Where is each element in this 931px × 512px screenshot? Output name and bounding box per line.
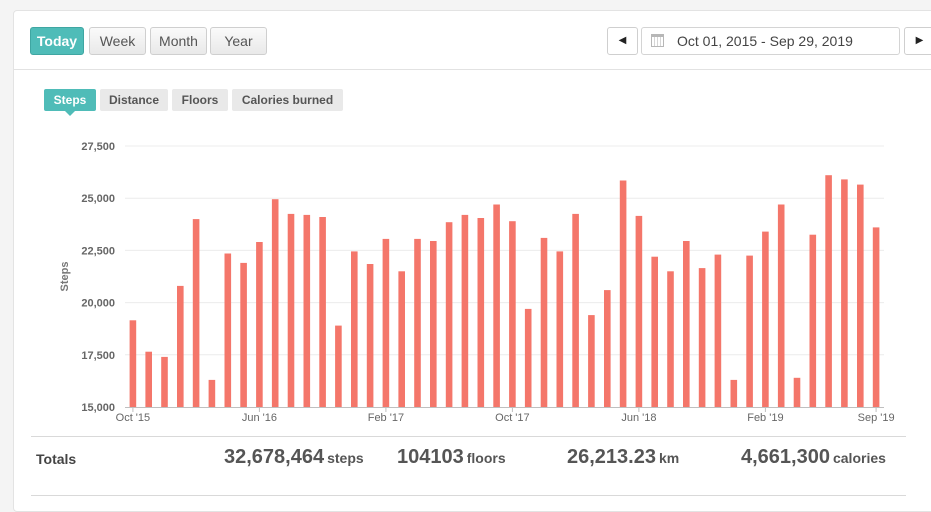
range-month-button[interactable]: Month [150, 27, 207, 55]
toolbar: Today Week Month Year ◀ Oct 01, 2015 - S… [14, 11, 931, 70]
bar [683, 241, 690, 407]
bar [398, 271, 405, 407]
triangle-left-icon: ◀ [618, 35, 627, 46]
bar [477, 218, 485, 407]
x-tick-label: Oct '17 [495, 412, 530, 424]
bar [445, 222, 453, 407]
bar [730, 379, 738, 407]
steps-bar-chart: 15,000 17,500 20,000 22,500 25,000 27,500 Step… [59, 141, 895, 424]
bar [556, 251, 564, 407]
y-tick-label: 17,500 [81, 350, 115, 362]
bar [240, 262, 247, 407]
bar [572, 213, 579, 407]
y-tick-label: 25,000 [81, 193, 115, 205]
bar [777, 204, 785, 407]
total-steps-value: 32,678,464 [224, 446, 325, 468]
totals-top-divider [31, 436, 906, 437]
x-tick-label: Oct '15 [116, 412, 151, 424]
bar [588, 315, 595, 407]
total-floors: 104103 floors [397, 446, 506, 469]
bar [698, 268, 706, 407]
x-tick-label: Sep '19 [858, 412, 895, 424]
bar [714, 254, 722, 407]
bar [825, 175, 832, 407]
y-tick-label: 15,000 [81, 402, 115, 414]
total-calories-value: 4,661,300 [741, 446, 830, 468]
bar [382, 238, 390, 407]
bar [208, 379, 216, 407]
bar [256, 242, 263, 407]
bar [841, 179, 848, 407]
bar [145, 351, 152, 407]
bar [351, 251, 358, 407]
next-period-button[interactable]: ▶ [904, 27, 931, 55]
range-today-button[interactable]: Today [30, 27, 84, 55]
total-distance-unit: km [658, 450, 680, 466]
bar [635, 215, 643, 407]
total-steps-unit: steps [327, 450, 364, 466]
tab-floors[interactable]: Floors [172, 89, 228, 111]
y-tick-label: 22,500 [81, 245, 115, 257]
total-floors-unit: floors [466, 450, 506, 466]
bar [366, 264, 374, 407]
bar [540, 237, 548, 407]
previous-period-button[interactable]: ◀ [607, 27, 638, 55]
y-tick-label: 20,000 [81, 298, 115, 310]
bar [192, 219, 200, 407]
range-week-button[interactable]: Week [89, 27, 146, 55]
bar [319, 217, 326, 407]
bar [161, 356, 168, 407]
bar [667, 271, 674, 407]
bar [762, 231, 769, 407]
triangle-right-icon: ▶ [915, 35, 924, 46]
bar [857, 184, 864, 407]
x-tick-label: Feb '17 [368, 412, 404, 424]
x-tick-label: Feb '19 [747, 412, 783, 424]
bar [651, 256, 658, 407]
bar [746, 255, 753, 407]
bar [271, 199, 279, 407]
date-range-text: Oct 01, 2015 - Sep 29, 2019 [677, 33, 853, 49]
bar [129, 320, 137, 407]
bar [619, 180, 627, 407]
bar [793, 377, 801, 407]
bar [524, 308, 532, 407]
y-axis-title: Steps [59, 262, 71, 292]
x-tick-label: Jun '16 [242, 412, 277, 424]
bar [809, 234, 817, 407]
range-year-button[interactable]: Year [210, 27, 267, 55]
calendar-icon [651, 34, 664, 47]
bar [461, 214, 469, 407]
total-distance-value: 26,213.23 [567, 446, 656, 468]
bar [872, 227, 880, 407]
bar [335, 325, 342, 407]
total-distance: 26,213.23 km [567, 446, 679, 469]
bar [509, 221, 516, 407]
bar [493, 204, 500, 407]
tab-steps[interactable]: Steps [44, 89, 96, 116]
total-floors-value: 104103 [397, 446, 464, 468]
totals-label: Totals [36, 451, 77, 467]
bar [604, 290, 611, 407]
totals-bottom-divider [31, 495, 906, 496]
total-calories-unit: calories [832, 450, 886, 466]
total-steps: 32,678,464 steps [224, 446, 364, 469]
bar [430, 241, 437, 407]
tab-calories-burned[interactable]: Calories burned [232, 89, 343, 111]
bar [414, 238, 421, 407]
bar [224, 253, 232, 407]
x-tick-label: Jun '18 [621, 412, 656, 424]
bar [287, 213, 295, 407]
tab-distance[interactable]: Distance [100, 89, 168, 111]
y-tick-label: 27,500 [81, 141, 115, 153]
bar [303, 214, 311, 407]
bar [177, 285, 184, 407]
total-calories: 4,661,300 calories [741, 446, 886, 469]
date-range-picker[interactable]: Oct 01, 2015 - Sep 29, 2019 [641, 27, 900, 55]
